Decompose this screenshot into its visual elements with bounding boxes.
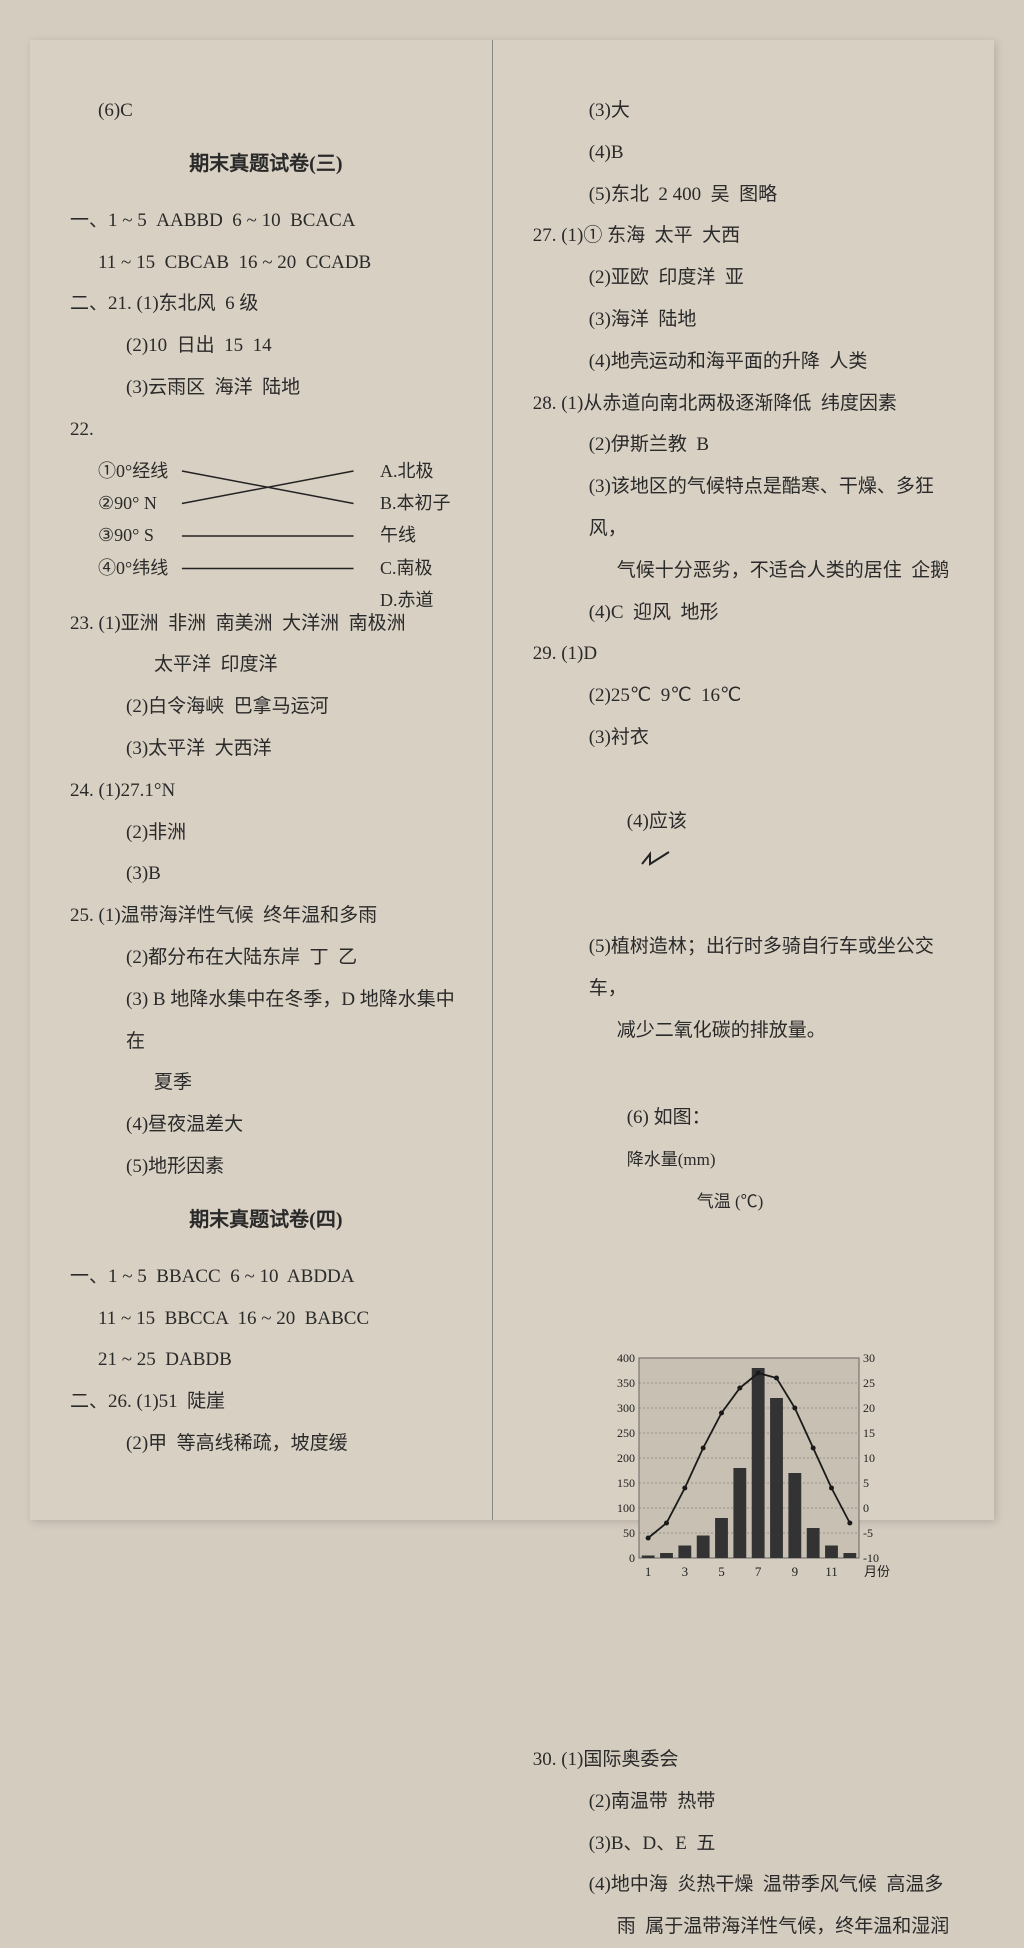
columns: (6)C 期末真题试卷(三) 一、1 ~ 5 AABBD 6 ~ 10 BCAC… — [30, 40, 994, 1520]
svg-text:100: 100 — [617, 1501, 635, 1515]
q25-3: (3) B 地降水集中在冬季，D 地降水集中在 — [70, 979, 462, 1063]
q25-2: (2)都分布在大陆东岸 丁 乙 — [70, 937, 462, 979]
svg-text:200: 200 — [617, 1451, 635, 1465]
q21-1: 二、21. (1)东北风 6 级 — [70, 283, 462, 325]
svg-text:-5: -5 — [863, 1526, 873, 1540]
q27-3: (3)海洋 陆地 — [533, 299, 964, 341]
svg-text:50: 50 — [623, 1526, 635, 1540]
q28-3: (3)该地区的气候特点是酷寒、干燥、多狂风， — [533, 466, 964, 550]
q26-1: 二、26. (1)51 陡崖 — [70, 1381, 462, 1423]
chart-title-left: 降水量(mm) — [627, 1150, 716, 1169]
q26-3: (3)大 — [533, 90, 964, 132]
svg-text:15: 15 — [863, 1426, 875, 1440]
q29-5b: 减少二氧化碳的排放量。 — [533, 1010, 964, 1052]
q24-3: (3)B — [70, 853, 462, 895]
q21-2: (2)10 日出 15 14 — [70, 325, 462, 367]
q29-4: (4)应该 — [533, 759, 964, 926]
page: (6)C 期末真题试卷(三) 一、1 ~ 5 AABBD 6 ~ 10 BCAC… — [30, 40, 994, 1520]
q26-2: (2)甲 等高线稀疏，坡度缓 — [70, 1423, 462, 1465]
q25-1: 25. (1)温带海洋性气候 终年温和多雨 — [70, 895, 462, 937]
answer-6c: (6)C — [70, 90, 462, 132]
q29-6-label: (6) 如图： — [627, 1107, 711, 1128]
q22-matching: ①0°经线 ②90° N ③90° S ④0°纬线 A.北极 B.本初子午线 C… — [70, 455, 462, 595]
q27-2: (2)亚欧 印度洋 亚 — [533, 257, 964, 299]
svg-text:300: 300 — [617, 1401, 635, 1415]
checkmark-icon — [639, 850, 673, 872]
svg-text:3: 3 — [681, 1564, 688, 1579]
q26-5: (5)东北 2 400 吴 图略 — [533, 174, 964, 216]
header-paper-4: 期末真题试卷(四) — [70, 1198, 462, 1242]
p4-line2: 11 ~ 15 BBCCA 16 ~ 20 BABCC — [70, 1298, 462, 1340]
q29-2: (2)25℃ 9℃ 16℃ — [533, 675, 964, 717]
svg-text:月份: 月份 — [864, 1564, 890, 1579]
svg-text:11: 11 — [825, 1564, 838, 1579]
match-lines-svg — [70, 455, 462, 595]
svg-text:5: 5 — [718, 1564, 725, 1579]
q24-1: 24. (1)27.1°N — [70, 770, 462, 812]
q29-5: (5)植树造林；出行时多骑自行车或坐公交车， — [533, 926, 964, 1010]
q21-3: (3)云雨区 海洋 陆地 — [70, 367, 462, 409]
svg-text:0: 0 — [629, 1551, 635, 1565]
chart-title-right: 气温 (℃) — [697, 1192, 764, 1211]
svg-text:400: 400 — [617, 1351, 635, 1365]
svg-text:7: 7 — [755, 1564, 762, 1579]
svg-text:-10: -10 — [863, 1551, 879, 1565]
climograph: 050100150200250300350400-10-505101520253… — [589, 1264, 964, 1655]
right-column: (3)大 (4)B (5)东北 2 400 吴 图略 27. (1)① 东海 太… — [493, 40, 994, 1520]
q23-1b: 太平洋 印度洋 — [70, 644, 462, 686]
svg-text:10: 10 — [863, 1451, 875, 1465]
q28-1: 28. (1)从赤道向南北两极逐渐降低 纬度因素 — [533, 383, 964, 425]
p4-line3: 21 ~ 25 DABDB — [70, 1339, 462, 1381]
svg-text:9: 9 — [791, 1564, 798, 1579]
q22-label: 22. — [70, 409, 462, 451]
q29-3: (3)衬衣 — [533, 717, 964, 759]
q27-4: (4)地壳运动和海平面的升降 人类 — [533, 341, 964, 383]
q30-3: (3)B、D、E 五 — [533, 1823, 964, 1865]
q30-1: 30. (1)国际奥委会 — [533, 1739, 964, 1781]
left-column: (6)C 期末真题试卷(三) 一、1 ~ 5 AABBD 6 ~ 10 BCAC… — [30, 40, 493, 1520]
q30-4: (4)地中海 炎热干燥 温带季风气候 高温多 — [533, 1864, 964, 1906]
q28-4: (4)C 迎风 地形 — [533, 592, 964, 634]
svg-text:30: 30 — [863, 1351, 875, 1365]
p3-section1-line1: 一、1 ~ 5 AABBD 6 ~ 10 BCACA — [70, 200, 462, 242]
q28-2: (2)伊斯兰教 B — [533, 424, 964, 466]
svg-text:1: 1 — [645, 1564, 652, 1579]
q29-4-text: (4)应该 — [627, 811, 687, 832]
q25-4: (4)昼夜温差大 — [70, 1104, 462, 1146]
q29-6: (6) 如图： 降水量(mm) 气温 (℃) 05010015020025030… — [533, 1055, 964, 1739]
q26-4: (4)B — [533, 132, 964, 174]
q28-3b: 气候十分恶劣，不适合人类的居住 企鹅 — [533, 550, 964, 592]
svg-text:0: 0 — [863, 1501, 869, 1515]
q23-3: (3)太平洋 大西洋 — [70, 728, 462, 770]
svg-text:250: 250 — [617, 1426, 635, 1440]
p4-line1: 一、1 ~ 5 BBACC 6 ~ 10 ABDDA — [70, 1256, 462, 1298]
q27-1: 27. (1)① 东海 太平 大西 — [533, 215, 964, 257]
q25-5: (5)地形因素 — [70, 1146, 462, 1188]
svg-text:5: 5 — [863, 1476, 869, 1490]
svg-text:25: 25 — [863, 1376, 875, 1390]
svg-text:350: 350 — [617, 1376, 635, 1390]
q24-2: (2)非洲 — [70, 812, 462, 854]
climograph-svg: 050100150200250300350400-10-505101520253… — [589, 1348, 929, 1598]
svg-text:150: 150 — [617, 1476, 635, 1490]
svg-text:20: 20 — [863, 1401, 875, 1415]
q30-4b: 雨 属于温带海洋性气候，终年温和湿润 — [533, 1906, 964, 1948]
p3-section1-line2: 11 ~ 15 CBCAB 16 ~ 20 CCADB — [70, 242, 462, 284]
q23-2: (2)白令海峡 巴拿马运河 — [70, 686, 462, 728]
q29-1: 29. (1)D — [533, 633, 964, 675]
header-paper-3: 期末真题试卷(三) — [70, 142, 462, 186]
q30-2: (2)南温带 热带 — [533, 1781, 964, 1823]
q25-3b: 夏季 — [70, 1062, 462, 1104]
